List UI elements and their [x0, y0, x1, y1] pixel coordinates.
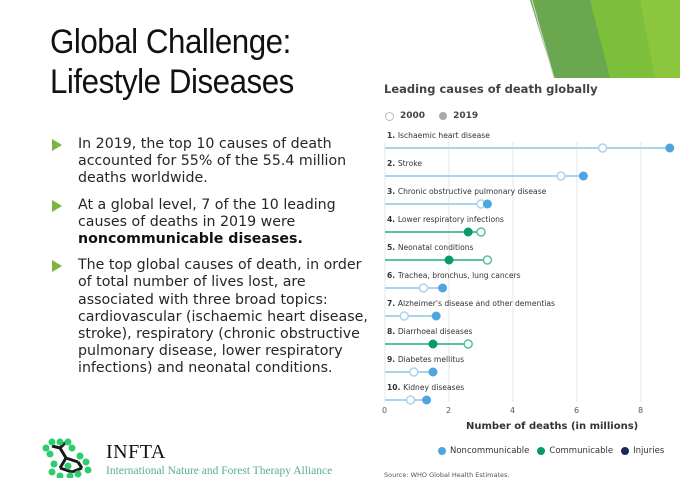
filled-circle-icon — [439, 112, 448, 120]
marker-2019 — [428, 367, 438, 377]
marker-2019 — [578, 171, 588, 181]
bullet-item: At a global level, 7 of the 10 leading c… — [50, 197, 370, 249]
bullet-text: At a global level, 7 of the 10 leading c… — [78, 196, 336, 230]
marker-2000 — [418, 283, 429, 293]
legend-noncommunicable: Noncommunicable — [438, 446, 529, 456]
marker-2000 — [409, 367, 419, 377]
x-tick: 6 — [574, 406, 580, 415]
bullet-list: In 2019, the top 10 causes of death acco… — [50, 136, 370, 387]
bullet-text: In 2019, the top 10 causes of death acco… — [78, 136, 347, 187]
x-tick: 2 — [446, 406, 452, 415]
slide-title-line1: Global Challenge: — [50, 23, 291, 61]
marker-2000 — [597, 143, 608, 153]
chart-source: Source: WHO Global Health Estimates. — [384, 471, 510, 479]
bullet-arrow-icon — [52, 199, 62, 212]
navy-dot-icon — [621, 447, 630, 455]
legend-label: Noncommunicable — [450, 446, 530, 456]
category-label: 2. Stroke — [387, 159, 423, 168]
legend-injuries: Injuries — [621, 446, 664, 456]
chart-title: Leading causes of death globally — [384, 82, 598, 96]
category-label: 10. Kidney diseases — [387, 383, 465, 392]
x-tick: 8 — [638, 406, 644, 415]
legend-communicable: Communicable — [537, 446, 613, 456]
x-tick: 0 — [382, 406, 388, 415]
bullet-text: The top global causes of death, in order… — [78, 257, 368, 377]
bullet-item: The top global causes of death, in order… — [50, 257, 370, 377]
legend-label: Communicable — [549, 446, 614, 456]
category-label: 5. Neonatal conditions — [387, 243, 474, 252]
slide-title-line2: Lifestyle Diseases — [50, 63, 294, 101]
marker-2000 — [463, 339, 473, 349]
category-label: 1. Ischaemic heart disease — [387, 131, 490, 140]
marker-2019 — [444, 255, 454, 265]
marker-2019 — [463, 227, 473, 237]
category-label: 3. Chronic obstructive pulmonary disease — [387, 187, 547, 196]
blue-dot-icon — [438, 447, 446, 455]
brand-full-name: International Nature and Forest Therapy … — [106, 465, 333, 477]
bullet-arrow-icon — [52, 139, 62, 151]
marker-2000 — [399, 311, 409, 321]
category-label: 6. Trachea, bronchus, lung cancers — [387, 271, 521, 280]
open-circle-icon — [385, 111, 394, 121]
bullet-item: In 2019, the top 10 causes of death acco… — [50, 136, 370, 188]
marker-2019 — [428, 339, 438, 349]
marker-2019 — [431, 311, 441, 321]
marker-2019 — [438, 283, 448, 293]
x-axis-label: Number of deaths (in millions) — [466, 421, 639, 432]
category-label: 4. Lower respiratory infections — [387, 215, 504, 224]
category-label: 8. Diarrhoeal diseases — [387, 327, 473, 336]
marker-2000 — [405, 395, 416, 405]
marker-2000 — [482, 255, 493, 265]
category-label: 9. Diabetes mellitus — [387, 355, 465, 364]
legend-year-2019: 2019 — [453, 111, 479, 121]
legend-label: Injuries — [633, 446, 665, 456]
x-tick: 4 — [510, 406, 516, 415]
year-legend: 2000 2019 — [385, 111, 478, 121]
marker-2000 — [476, 199, 486, 209]
category-label: 7. Alzheimer's disease and other dementi… — [387, 299, 556, 308]
green-dot-icon — [537, 447, 546, 455]
marker-2019 — [422, 395, 432, 405]
marker-2019 — [482, 199, 492, 209]
bullet-arrow-icon — [52, 260, 62, 273]
decorative-green-banner — [530, 0, 680, 78]
marker-2000 — [556, 171, 566, 181]
marker-2000 — [476, 227, 486, 237]
bullet-text-bold: noncommunicable diseases. — [78, 231, 303, 248]
legend-year-2000: 2000 — [400, 111, 426, 121]
slide-title: Global Challenge: Lifestyle Diseases — [50, 22, 294, 102]
brand-name: INFTA — [106, 441, 166, 463]
category-legend: Noncommunicable Communicable Injuries — [438, 446, 672, 456]
molecule-logo-icon — [42, 438, 92, 478]
marker-2019 — [665, 143, 675, 153]
